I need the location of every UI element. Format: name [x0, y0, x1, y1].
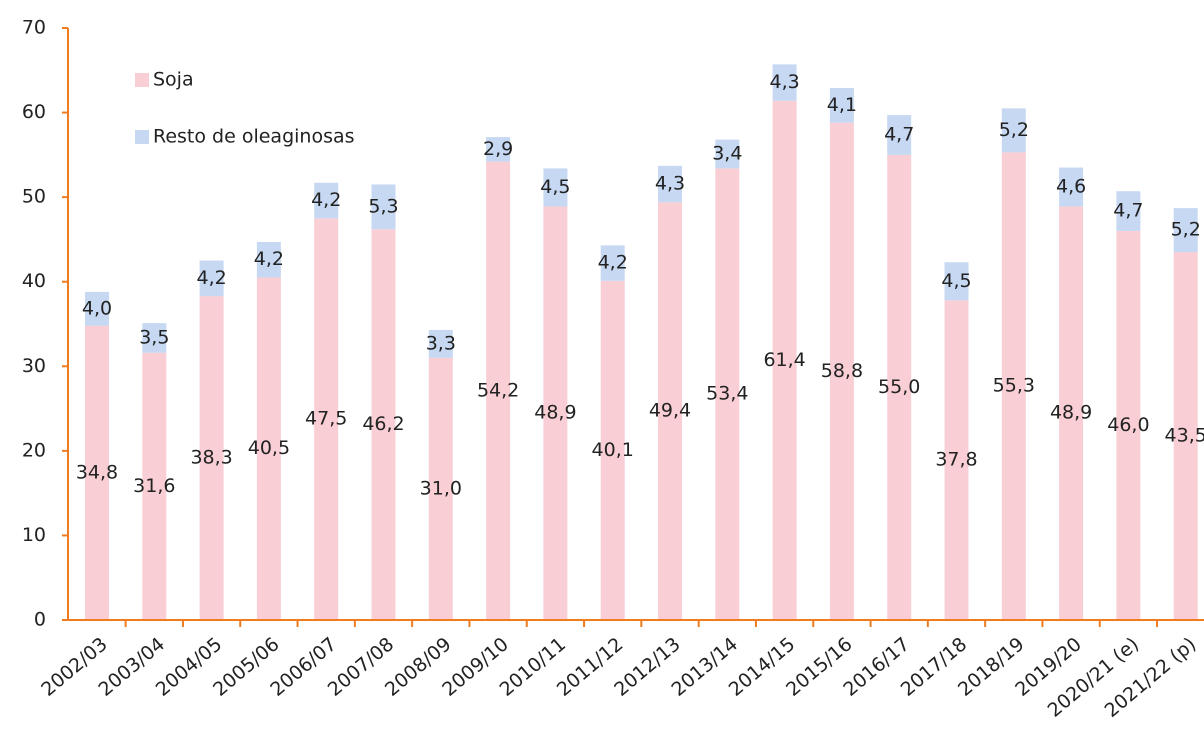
value-label: 4,3 [655, 173, 685, 195]
bar-segment [715, 139, 740, 169]
value-label: 46,2 [362, 413, 404, 435]
bar-segment [142, 323, 167, 353]
bar-segment [1116, 191, 1141, 231]
value-label: 48,9 [534, 402, 576, 424]
bar-segment [1173, 252, 1198, 620]
bar-segment [314, 182, 339, 219]
bar-segment [887, 115, 912, 155]
bar-segment [944, 262, 969, 301]
value-label: 61,4 [763, 349, 805, 371]
value-label: 3,3 [426, 332, 456, 354]
value-label: 3,5 [139, 326, 169, 348]
bar-segment [1059, 167, 1084, 207]
value-label: 4,6 [1056, 175, 1086, 197]
bar-segment [85, 325, 109, 620]
bar-segment [142, 352, 167, 620]
value-label: 3,4 [712, 143, 742, 165]
bar-segment [1001, 152, 1026, 620]
value-label: 4,2 [196, 267, 226, 289]
value-label: 55,3 [993, 375, 1035, 397]
value-label: 4,5 [540, 176, 570, 198]
bar-segment [428, 357, 453, 620]
y-tick-label: 30 [22, 355, 46, 377]
bar-segment [543, 206, 568, 620]
legend-label: Soja [153, 69, 194, 91]
bar-segment [199, 296, 224, 620]
y-tick-label: 20 [22, 439, 46, 461]
legend-label: Resto de oleaginosas [153, 126, 355, 148]
legend-swatch [135, 130, 149, 144]
value-label: 48,9 [1050, 402, 1092, 424]
bar-segment [829, 122, 854, 620]
bar-segment [85, 291, 109, 326]
bar-segment [428, 329, 453, 358]
bar-segment [658, 202, 682, 620]
value-label: 5,2 [999, 119, 1029, 141]
value-label: 4,2 [254, 248, 284, 270]
bar-segment [1173, 208, 1198, 253]
value-label: 34,8 [76, 461, 118, 483]
value-label: 4,2 [311, 189, 341, 211]
bar-segment [1116, 230, 1141, 620]
bar-segment [887, 154, 912, 620]
value-label: 38,3 [190, 447, 232, 469]
bar-segment [1059, 206, 1084, 620]
value-label: 37,8 [935, 449, 977, 471]
value-label: 4,7 [1113, 200, 1143, 222]
bar-segment [658, 165, 682, 203]
bar-segment [944, 300, 969, 620]
bar-segment [772, 100, 797, 620]
bar-segment [772, 64, 797, 101]
y-tick-label: 0 [34, 609, 46, 631]
bar-segment [543, 168, 568, 207]
value-label: 5,3 [368, 195, 398, 217]
value-label: 2,9 [483, 138, 513, 160]
legend-swatch [135, 73, 149, 87]
y-tick-label: 60 [22, 101, 46, 123]
value-label: 4,7 [884, 123, 914, 145]
y-tick-label: 40 [22, 270, 46, 292]
bar-segment [600, 280, 625, 620]
value-label: 47,5 [305, 408, 347, 430]
value-label: 5,2 [1171, 219, 1201, 241]
value-label: 55,0 [878, 376, 920, 398]
bar-segment [314, 218, 339, 621]
bar-segment [486, 137, 511, 162]
bar-segment [600, 245, 625, 281]
bar-segment [199, 260, 224, 297]
bar-segment [715, 168, 740, 621]
value-label: 31,6 [133, 475, 175, 497]
value-label: 4,5 [941, 270, 971, 292]
y-tick-label: 50 [22, 186, 46, 208]
value-label: 40,1 [592, 439, 634, 461]
value-label: 43,5 [1165, 425, 1204, 447]
value-label: 4,2 [598, 252, 628, 274]
bar-segment [256, 277, 281, 620]
bar-segment [371, 184, 396, 230]
bar-segment [371, 229, 396, 620]
value-label: 4,0 [82, 297, 112, 319]
bar-segment [1001, 108, 1026, 153]
value-label: 40,5 [248, 437, 290, 459]
bar-segment [486, 161, 511, 620]
value-label: 58,8 [821, 360, 863, 382]
value-label: 46,0 [1107, 414, 1149, 436]
value-label: 54,2 [477, 379, 519, 401]
bar-segment [829, 88, 854, 123]
y-tick-label: 70 [22, 17, 46, 39]
y-tick-label: 10 [22, 524, 46, 546]
value-label: 53,4 [706, 383, 748, 405]
value-label: 4,3 [769, 71, 799, 93]
bar-segment [256, 241, 281, 278]
value-label: 49,4 [649, 400, 691, 422]
value-label: 31,0 [420, 477, 462, 499]
value-label: 4,1 [827, 94, 857, 116]
